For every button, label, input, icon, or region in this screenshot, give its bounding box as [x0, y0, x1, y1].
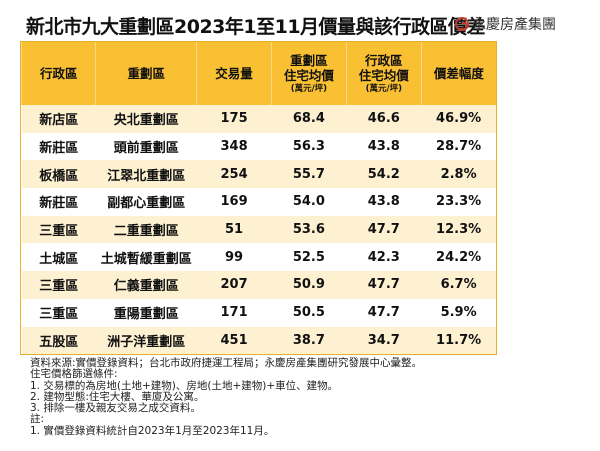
- table-cell: 451: [196, 326, 272, 355]
- table-cell: 68.4: [271, 105, 347, 133]
- table-cell: 47.7: [346, 298, 422, 327]
- column-header-label: 重劃區: [127, 66, 166, 81]
- table-cell: 54.0: [271, 188, 347, 216]
- table-cell: 副都心重劃區: [95, 188, 197, 216]
- table-row: 板橋區 江翠北重劃區 254 55.7 54.2 2.8%: [21, 160, 496, 189]
- table-cell: 三重區: [21, 271, 96, 299]
- table-row: 新莊區 副都心重劃區 169 54.0 43.8 23.3%: [21, 188, 496, 216]
- page-title: 新北市九大重劃區2023年1至11月價量與該行政區價差: [26, 16, 486, 38]
- table-row: 土城區 土城暫緩重劃區 99 52.5 42.3 24.2%: [21, 243, 496, 272]
- column-header-unit: (萬元/坪): [365, 83, 402, 94]
- column-header-unit: (萬元/坪): [290, 83, 328, 94]
- table-cell: 5.9%: [421, 298, 496, 327]
- table-row: 五股區 洲子洋重劃區 451 38.7 34.7 11.7%: [21, 326, 496, 355]
- table-cell: 新莊區: [21, 132, 96, 161]
- table-cell: 頭前重劃區: [95, 132, 197, 161]
- table-cell: 52.5: [271, 243, 347, 272]
- footnote-line: 註:: [30, 413, 45, 426]
- brand-logo: 永慶房產集團: [455, 14, 556, 34]
- table-row: 三重區 仁義重劃區 207 50.9 47.7 6.7%: [21, 271, 496, 299]
- table-row: 新莊區 頭前重劃區 348 56.3 43.8 28.7%: [21, 132, 496, 161]
- table-cell: 348: [196, 132, 272, 161]
- table-cell: 38.7: [271, 326, 347, 355]
- footnote-line: 1. 交易標的為房地(土地+建物)、房地(土地+建物)+車位、建物。: [30, 379, 339, 392]
- table-cell: 171: [196, 298, 272, 327]
- table-cell: 56.3: [271, 132, 347, 161]
- column-header: 價差幅度: [420, 42, 496, 105]
- table-cell: 54.2: [346, 160, 422, 189]
- column-header-label: 行政區: [39, 66, 78, 81]
- table-cell: 23.3%: [421, 188, 496, 216]
- table-cell: 新莊區: [21, 188, 96, 216]
- footnote-line: 資料來源:實價登錄資料；台北市政府捷運工程局；永慶房產集團研究發展中心彙整。: [30, 357, 423, 369]
- table-cell: 47.7: [346, 215, 422, 244]
- footnote-line: 3. 排除一樓及親友交易之成交資料。: [30, 402, 201, 415]
- table-cell: 12.3%: [421, 215, 496, 244]
- table-cell: 五股區: [21, 326, 96, 355]
- table-header: 行政區 重劃區 交易量 重劃區 住宅均價 (萬元/坪) 行政區 住宅均價 (萬元/坪) 價差幅度: [20, 42, 496, 105]
- table-cell: 55.7: [271, 160, 347, 189]
- logo-text: 永慶房產集團: [472, 17, 556, 33]
- table-cell: 53.6: [271, 215, 347, 244]
- column-header-label: 重劃區: [290, 52, 328, 68]
- table-cell: 46.6: [346, 105, 422, 133]
- column-header-label2: 住宅均價: [358, 67, 409, 83]
- table-cell: 二重重劃區: [95, 215, 197, 244]
- table-cell: 仁義重劃區: [95, 271, 197, 299]
- table-cell: 51: [196, 215, 272, 244]
- table-cell: 新店區: [21, 105, 96, 133]
- table-cell: 三重區: [21, 298, 96, 327]
- column-header-label2: 住宅均價: [283, 67, 334, 83]
- table-cell: 24.2%: [421, 243, 496, 272]
- table-cell: 11.7%: [421, 326, 496, 355]
- table-row: 新店區 央北重劃區 175 68.4 46.6 46.9%: [21, 105, 496, 133]
- table-cell: 50.5: [271, 298, 347, 327]
- table-cell: 169: [196, 188, 272, 216]
- table-cell: 254: [196, 160, 272, 189]
- data-table: 行政區 重劃區 交易量 重劃區 住宅均價 (萬元/坪) 行政區 住宅均價 (萬元/坪) 價差幅度 …: [20, 41, 497, 356]
- column-header: 行政區 住宅均價 (萬元/坪): [345, 42, 422, 105]
- column-header-label: 行政區: [365, 52, 403, 68]
- table-cell: 洲子洋重劃區: [95, 326, 197, 355]
- table-cell: 2.8%: [421, 160, 496, 189]
- logo-icon: [455, 17, 469, 31]
- table-cell: 207: [196, 271, 272, 299]
- column-header-label: 交易量: [215, 66, 253, 81]
- table-cell: 重陽重劃區: [95, 298, 197, 327]
- table-cell: 43.8: [346, 132, 422, 161]
- table-cell: 175: [196, 105, 272, 133]
- table-cell: 土城暫緩重劃區: [95, 243, 197, 272]
- table-cell: 江翠北重劃區: [95, 160, 197, 189]
- table-cell: 43.8: [346, 188, 422, 216]
- footnote-line: 2. 建物型態:住宅大樓、華廈及公寓。: [30, 390, 205, 403]
- table-cell: 6.7%: [421, 271, 496, 299]
- table-cell: 28.7%: [421, 132, 496, 161]
- table-cell: 46.9%: [421, 105, 496, 133]
- column-header-label: 價差幅度: [433, 66, 484, 81]
- table-cell: 土城區: [21, 243, 96, 272]
- table-cell: 央北重劃區: [95, 105, 197, 133]
- table-cell: 47.7: [346, 271, 422, 299]
- footnote-line: 住宅價格篩選條件:: [30, 368, 118, 381]
- table-cell: 50.9: [271, 271, 347, 299]
- footnote-line: 1. 實價登錄資料統計自2023年1月至2023年11月。: [30, 424, 275, 437]
- column-header: 重劃區 住宅均價 (萬元/坪): [270, 42, 347, 105]
- column-header: 交易量: [196, 42, 272, 105]
- column-header: 行政區: [20, 42, 96, 105]
- table-cell: 99: [196, 243, 272, 272]
- footnotes: 資料來源:實價登錄資料；台北市政府捷運工程局；永慶房產集團研究發展中心彙整。 住宅…: [30, 357, 423, 437]
- table-row: 三重區 二重重劃區 51 53.6 47.7 12.3%: [21, 215, 496, 244]
- table-cell: 42.3: [346, 243, 422, 272]
- table-cell: 三重區: [21, 215, 96, 244]
- table-cell: 板橋區: [21, 160, 96, 189]
- column-header: 重劃區: [95, 42, 197, 105]
- table-cell: 34.7: [346, 326, 422, 355]
- table-row: 三重區 重陽重劃區 171 50.5 47.7 5.9%: [21, 298, 496, 327]
